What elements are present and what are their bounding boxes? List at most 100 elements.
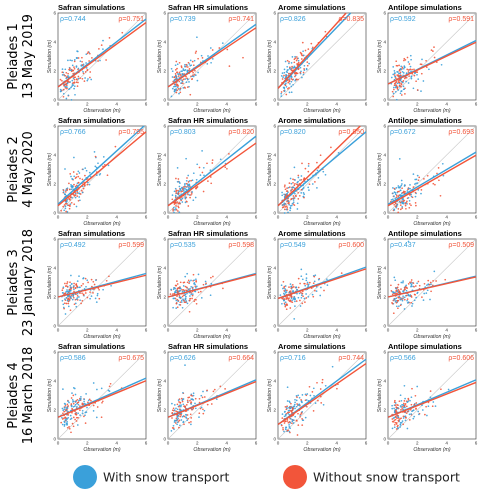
point-without-transport xyxy=(88,60,90,62)
point-with-transport xyxy=(302,54,305,57)
point-without-transport xyxy=(83,80,86,82)
point-without-transport xyxy=(414,285,417,287)
point-with-transport xyxy=(300,296,303,299)
point-without-transport xyxy=(185,63,188,66)
point-without-transport xyxy=(195,280,198,283)
point-without-transport xyxy=(280,424,283,427)
point-with-transport xyxy=(60,90,62,92)
point-with-transport xyxy=(174,291,176,294)
point-without-transport xyxy=(289,294,291,297)
point-with-transport xyxy=(186,272,189,275)
point-without-transport xyxy=(176,201,179,203)
point-without-transport xyxy=(64,282,66,285)
y-axis-label: Simulation (m) xyxy=(377,379,383,413)
point-without-transport xyxy=(286,296,288,299)
point-with-transport xyxy=(298,396,301,399)
point-without-transport xyxy=(72,296,75,299)
point-without-transport xyxy=(407,69,410,71)
point-without-transport xyxy=(290,287,293,289)
point-with-transport xyxy=(398,158,401,160)
y-tick-label: 6 xyxy=(273,350,276,355)
point-with-transport xyxy=(171,194,174,196)
point-with-transport xyxy=(94,165,97,168)
row-label-3: Pleiades 3 23 January 2018 xyxy=(6,229,36,336)
point-without-transport xyxy=(75,293,77,295)
point-without-transport xyxy=(185,75,187,78)
point-with-transport xyxy=(76,280,79,282)
point-with-transport xyxy=(71,59,73,62)
panel-title: Safran simulations xyxy=(58,342,125,351)
point-with-transport xyxy=(428,68,430,71)
point-with-transport xyxy=(210,282,213,285)
point-with-transport xyxy=(67,94,70,97)
point-without-transport xyxy=(75,284,78,287)
point-with-transport xyxy=(173,409,176,411)
point-with-transport xyxy=(284,426,287,429)
point-with-transport xyxy=(400,65,403,68)
point-without-transport xyxy=(175,202,177,205)
point-with-transport xyxy=(286,400,289,402)
y-tick-label: 0 xyxy=(163,437,166,442)
point-with-transport xyxy=(176,180,179,183)
point-without-transport xyxy=(305,297,308,299)
point-with-transport xyxy=(421,58,423,61)
point-with-transport xyxy=(294,415,297,418)
point-without-transport xyxy=(175,284,178,287)
point-without-transport xyxy=(431,405,434,408)
point-without-transport xyxy=(405,405,408,408)
point-without-transport xyxy=(61,289,64,292)
point-with-transport xyxy=(182,87,185,89)
point-without-transport xyxy=(81,292,83,295)
point-with-transport xyxy=(286,192,289,195)
point-with-transport xyxy=(396,203,399,206)
point-without-transport xyxy=(406,68,409,71)
point-without-transport xyxy=(314,289,316,292)
point-without-transport xyxy=(291,78,294,81)
point-without-transport xyxy=(401,207,404,209)
point-without-transport xyxy=(395,60,398,63)
point-with-transport xyxy=(316,169,319,172)
point-with-transport xyxy=(410,77,413,80)
point-without-transport xyxy=(396,417,398,420)
point-without-transport xyxy=(420,189,423,191)
point-without-transport xyxy=(307,170,310,173)
point-without-transport xyxy=(175,192,178,194)
x-axis-label: Observation (m) xyxy=(83,221,120,227)
point-with-transport xyxy=(77,412,79,415)
point-without-transport xyxy=(175,60,178,63)
point-without-transport xyxy=(283,285,286,288)
point-without-transport xyxy=(395,406,398,409)
point-with-transport xyxy=(397,427,399,429)
point-without-transport xyxy=(394,205,397,208)
y-tick-label: 0 xyxy=(273,211,276,216)
point-with-transport xyxy=(88,171,91,174)
point-with-transport xyxy=(83,400,85,403)
point-without-transport xyxy=(312,295,315,298)
point-without-transport xyxy=(299,282,301,285)
point-without-transport xyxy=(65,285,67,288)
point-with-transport xyxy=(291,202,294,205)
point-without-transport xyxy=(299,415,301,418)
point-with-transport xyxy=(302,50,304,53)
point-without-transport xyxy=(226,167,228,170)
point-without-transport xyxy=(70,397,73,399)
point-with-transport xyxy=(70,183,72,186)
point-with-transport xyxy=(70,175,72,178)
point-without-transport xyxy=(59,78,62,81)
point-without-transport xyxy=(177,202,180,205)
point-with-transport xyxy=(397,416,400,419)
point-with-transport xyxy=(299,179,301,181)
point-with-transport xyxy=(64,207,67,210)
fit-line-without-transport xyxy=(167,380,257,418)
point-without-transport xyxy=(285,408,288,411)
point-with-transport xyxy=(390,198,393,201)
point-without-transport xyxy=(393,84,396,87)
rho-with-transport: ρ=0.826 xyxy=(280,16,306,23)
point-with-transport xyxy=(295,399,298,402)
point-without-transport xyxy=(397,288,400,291)
point-without-transport xyxy=(202,190,205,193)
point-without-transport xyxy=(288,411,291,414)
point-with-transport xyxy=(73,87,75,90)
point-without-transport xyxy=(394,82,396,85)
point-with-transport xyxy=(173,286,175,289)
